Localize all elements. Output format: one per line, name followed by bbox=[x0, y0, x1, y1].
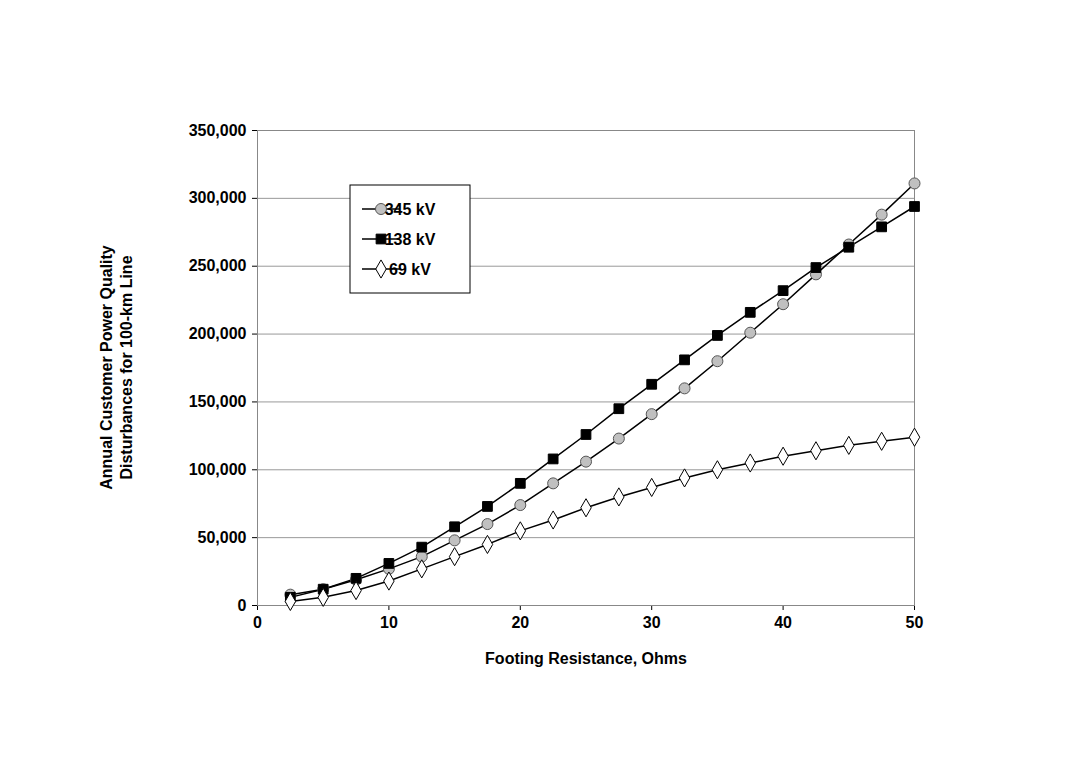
svg-text:69 kV: 69 kV bbox=[389, 261, 431, 278]
svg-text:300,000: 300,000 bbox=[189, 189, 247, 206]
svg-text:0: 0 bbox=[238, 597, 247, 614]
svg-text:250,000: 250,000 bbox=[189, 257, 247, 274]
svg-text:50,000: 50,000 bbox=[198, 529, 247, 546]
svg-text:0: 0 bbox=[253, 614, 262, 631]
svg-text:138 kV: 138 kV bbox=[385, 231, 436, 248]
svg-text:20: 20 bbox=[511, 614, 529, 631]
svg-text:200,000: 200,000 bbox=[189, 325, 247, 342]
svg-text:150,000: 150,000 bbox=[189, 393, 247, 410]
svg-text:Footing Resistance, Ohms: Footing Resistance, Ohms bbox=[485, 650, 687, 667]
svg-text:10: 10 bbox=[380, 614, 398, 631]
svg-text:40: 40 bbox=[774, 614, 792, 631]
svg-text:30: 30 bbox=[643, 614, 661, 631]
svg-text:100,000: 100,000 bbox=[189, 461, 247, 478]
svg-text:345 kV: 345 kV bbox=[385, 201, 436, 218]
svg-text:Annual Customer Power QualityD: Annual Customer Power QualityDisturbance… bbox=[98, 245, 135, 490]
svg-text:350,000: 350,000 bbox=[189, 122, 247, 139]
svg-text:50: 50 bbox=[906, 614, 924, 631]
